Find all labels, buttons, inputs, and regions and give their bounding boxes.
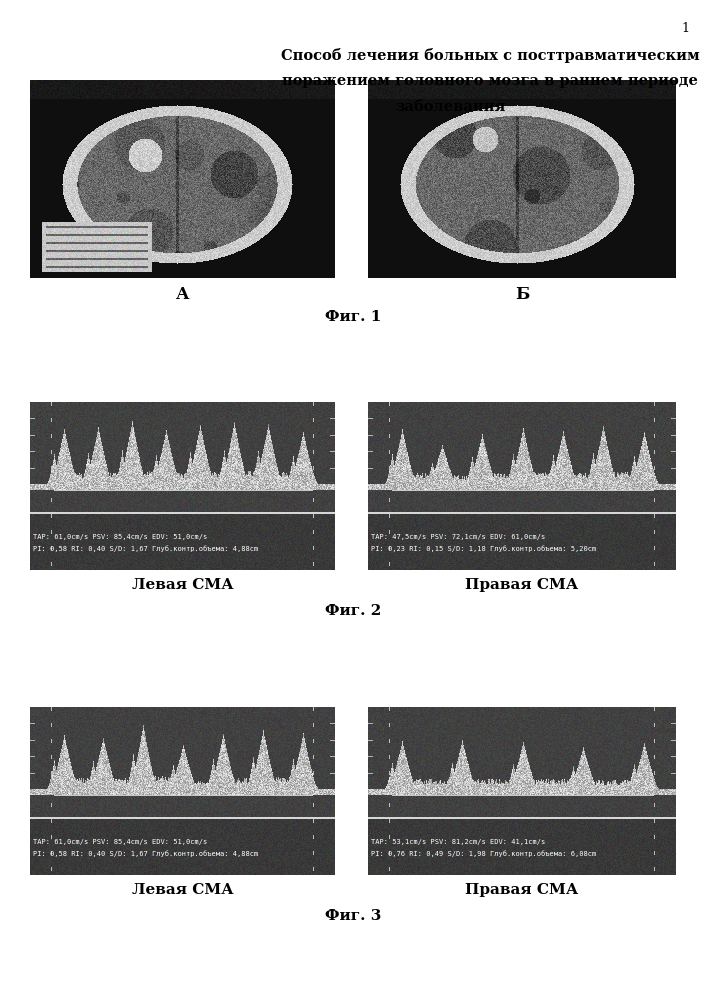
- Text: 1: 1: [681, 22, 689, 35]
- Text: Правая СМА: Правая СМА: [465, 578, 578, 592]
- Text: А: А: [176, 286, 189, 303]
- Text: Правая СМА: Правая СМА: [465, 883, 578, 897]
- Text: поражением головного мозга в раннем периоде: поражением головного мозга в раннем пери…: [282, 74, 698, 88]
- Text: Левая СМА: Левая СМА: [132, 578, 233, 592]
- Text: TAP: 53,1cm/s PSV: 81,2cm/s EDV: 41,1cm/s: TAP: 53,1cm/s PSV: 81,2cm/s EDV: 41,1cm/…: [371, 839, 545, 845]
- Text: PI: 0,58 RI: 0,40 S/D: 1,67 Глуб.контр.объема: 4,88cm: PI: 0,58 RI: 0,40 S/D: 1,67 Глуб.контр.о…: [33, 545, 258, 552]
- Text: Фиг. 1: Фиг. 1: [325, 310, 381, 324]
- Text: PI: 0,76 RI: 0,49 S/D: 1,98 Глуб.контр.объема: 6,08cm: PI: 0,76 RI: 0,49 S/D: 1,98 Глуб.контр.о…: [371, 850, 596, 857]
- Text: Б: Б: [515, 286, 529, 303]
- Text: заболевания: заболевания: [395, 100, 506, 114]
- Text: Левая СМА: Левая СМА: [132, 883, 233, 897]
- Text: TAP: 61,0cm/s PSV: 85,4cm/s EDV: 51,0cm/s: TAP: 61,0cm/s PSV: 85,4cm/s EDV: 51,0cm/…: [33, 839, 207, 845]
- Text: TAP: 61,0cm/s PSV: 85,4cm/s EDV: 51,0cm/s: TAP: 61,0cm/s PSV: 85,4cm/s EDV: 51,0cm/…: [33, 534, 207, 540]
- Text: PI: 0,23 RI: 0,15 S/D: 1,18 Глуб.контр.объема: 5,20cm: PI: 0,23 RI: 0,15 S/D: 1,18 Глуб.контр.о…: [371, 545, 596, 552]
- Text: Фиг. 2: Фиг. 2: [325, 604, 381, 618]
- Text: Фиг. 3: Фиг. 3: [325, 909, 381, 923]
- Text: PI: 0,58 RI: 0,40 S/D: 1,67 Глуб.контр.объема: 4,88cm: PI: 0,58 RI: 0,40 S/D: 1,67 Глуб.контр.о…: [33, 850, 258, 857]
- Text: TAP: 47,5cm/s PSV: 72,1cm/s EDV: 61,0cm/s: TAP: 47,5cm/s PSV: 72,1cm/s EDV: 61,0cm/…: [371, 534, 545, 540]
- Text: Способ лечения больных с посттравматическим: Способ лечения больных с посттравматичес…: [281, 48, 699, 63]
